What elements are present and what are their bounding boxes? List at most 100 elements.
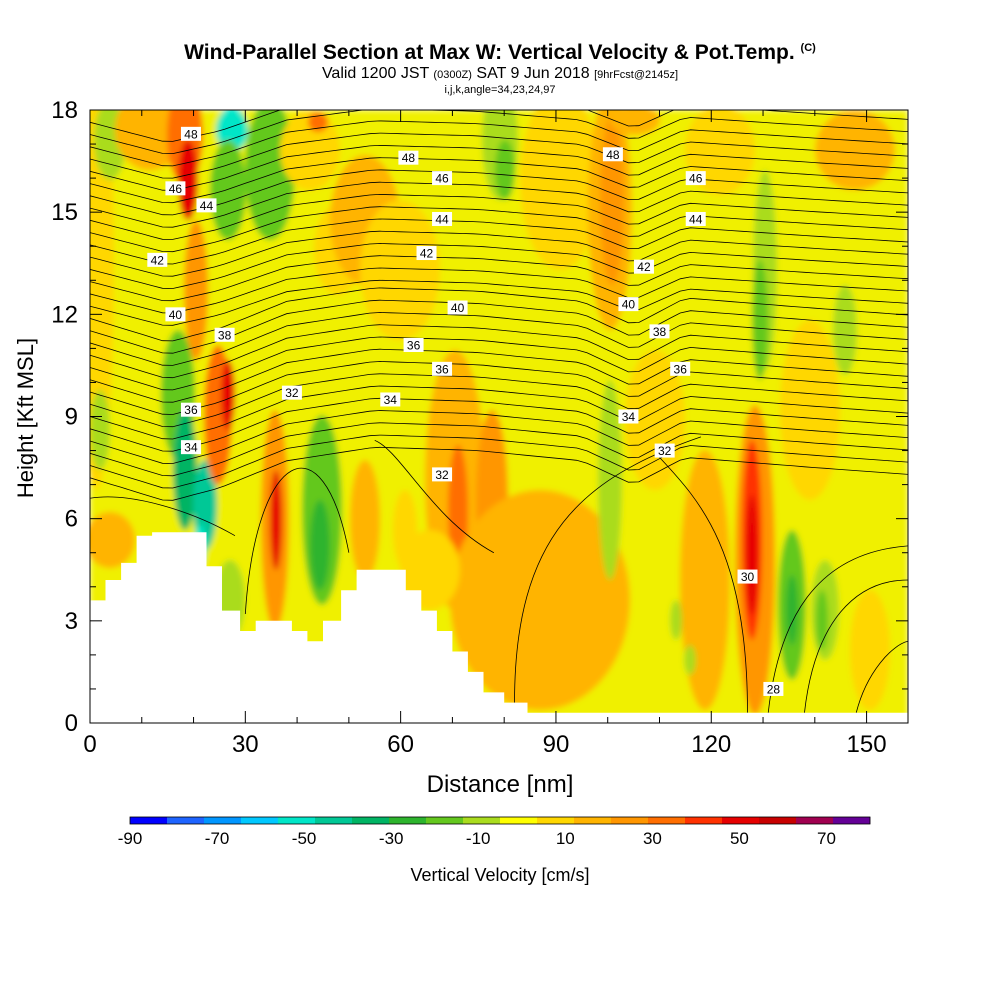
theta-contour-line [90,218,908,265]
theta-contour-label: 48 [180,126,201,141]
theta-label-box [214,327,235,342]
colorbar-swatch [130,817,168,824]
theta-contour-line [90,169,908,216]
theta-contour-label: 48 [602,147,623,162]
theta-contour-label: 34 [618,409,639,424]
velocity-cell [270,470,282,570]
colorbar-swatch [796,817,834,824]
title-block: Wind-Parallel Section at Max W: Vertical… [0,36,1000,96]
velocity-cell [221,360,235,430]
theta-contour-line [90,181,908,228]
theta-contour-line [90,361,908,415]
velocity-cell [360,200,440,340]
theta-label-box [180,402,201,417]
theta-label-box [670,361,691,376]
theta-contour-line [90,324,908,379]
x-tick-label: 60 [387,731,414,758]
velocity-cell [680,450,730,710]
theta-label-text: 28 [767,682,781,696]
theta-contour-line [90,193,908,240]
theta-contour-line [90,336,908,391]
theta-label-box [432,361,453,376]
y-tick-label: 9 [65,404,78,431]
x-tick-label: 150 [847,731,887,758]
theta-contour-label: 42 [416,246,437,261]
velocity-cell [520,110,600,270]
theta-label-text: 36 [435,362,449,376]
colorbar-label: Vertical Velocity [cm/s] [410,865,589,885]
velocity-cell [450,490,630,710]
theta-label-box [633,259,654,274]
theta-label-box [432,211,453,226]
theta-contour-line [855,640,908,713]
colorbar-swatch [463,817,501,824]
theta-label-box [180,126,201,141]
velocity-cell [448,445,468,575]
theta-contour-line [804,579,908,713]
velocity-cell [495,140,515,200]
theta-contour-label: 44 [196,198,217,213]
theta-label-box [685,211,706,226]
theta-contour-label: 36 [670,361,691,376]
copyright-mark: (C) [800,42,816,54]
theta-label-box [403,337,424,352]
theta-label-box [165,181,186,196]
colorbar-swatch [759,817,797,824]
theta-label-box [737,569,758,584]
theta-label-box [398,150,419,165]
theta-contour-label: 36 [432,361,453,376]
x-tick-label: 120 [691,731,731,758]
colorbar-tick-label: -70 [205,829,230,848]
theta-contour-labels: 48 48 48 46 46 46 44 44 44 42 42 42 40 40 40 38 38 36 36 36… [147,126,784,696]
velocity-cell [833,285,857,375]
velocity-cell [746,495,758,615]
theta-label-box [432,467,453,482]
theta-label-text: 44 [435,212,449,226]
theta-label-text: 48 [606,148,620,162]
theta-contour-line [90,434,908,489]
x-axis-label: Distance [nm] [427,771,574,798]
plot-area: 48 48 48 46 46 46 44 44 44 42 42 42 40 40 40 38 38 36 36 36… [89,109,909,724]
y-tick-label: 6 [65,506,78,533]
theta-label-text: 36 [674,362,688,376]
y-tick-label: 12 [51,301,78,328]
theta-contour-label: 44 [432,211,453,226]
theta-contour-line [90,410,908,464]
velocity-cell [184,220,208,360]
velocity-cell [850,590,890,710]
colorbar-swatch [278,817,316,824]
theta-label-text: 38 [653,325,667,339]
colorbar-swatch [426,817,464,824]
theta-contour-line [90,397,908,452]
theta-contour-line [90,206,908,253]
theta-contour-line [90,110,908,155]
colorbar-swatch [574,817,612,824]
theta-contour-label: 36 [403,337,424,352]
theta-contour-label: 32 [654,443,675,458]
theta-label-box [165,307,186,322]
theta-label-text: 38 [218,328,232,342]
colorbar-swatch [648,817,686,824]
theta-label-box [416,246,437,261]
colorbar-swatch [611,817,649,824]
theta-contour-line [90,496,236,537]
colorbar-swatch [315,817,353,824]
theta-contour-line [90,144,908,191]
theta-contour-label: 46 [165,181,186,196]
theta-contour-line [90,255,908,302]
theta-contour-line [90,120,908,167]
theta-label-box [281,385,302,400]
theta-contour-line [90,267,908,314]
x-tick-label: 0 [83,731,96,758]
theta-label-box [685,171,706,186]
theta-contour-label: 38 [649,324,670,339]
theta-contour-line [90,422,908,477]
colorbar-tick-label: -10 [466,829,491,848]
theta-contour-line [90,243,908,289]
theta-label-text: 44 [200,199,214,213]
theta-contour-label: 40 [618,297,639,312]
theta-contour-line [90,279,908,326]
colorbar-tick-label: 10 [556,829,575,848]
theta-contour-label: 48 [398,150,419,165]
